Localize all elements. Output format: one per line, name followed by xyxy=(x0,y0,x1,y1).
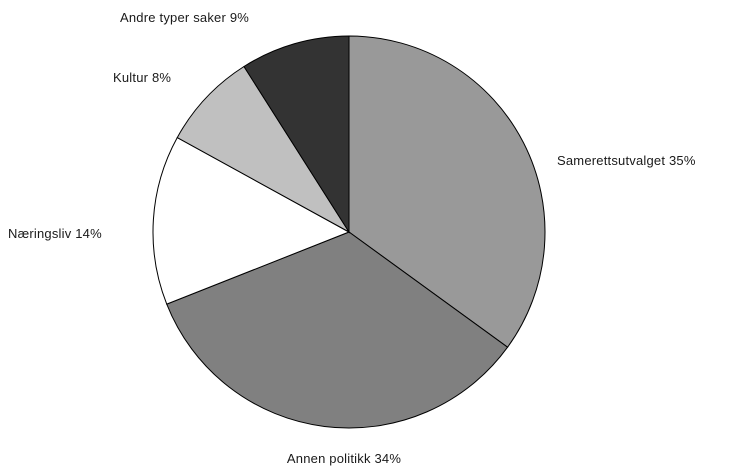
pie-slices xyxy=(153,36,545,428)
slice-label-annen-politikk: Annen politikk 34% xyxy=(287,451,401,466)
slice-label-samerettsutvalget: Samerettsutvalget 35% xyxy=(557,153,696,168)
slice-label-kultur: Kultur 8% xyxy=(113,70,171,85)
slice-label-naeringsliv: Næringsliv 14% xyxy=(8,226,102,241)
slice-label-andre-typer-saker: Andre typer saker 9% xyxy=(120,10,249,25)
